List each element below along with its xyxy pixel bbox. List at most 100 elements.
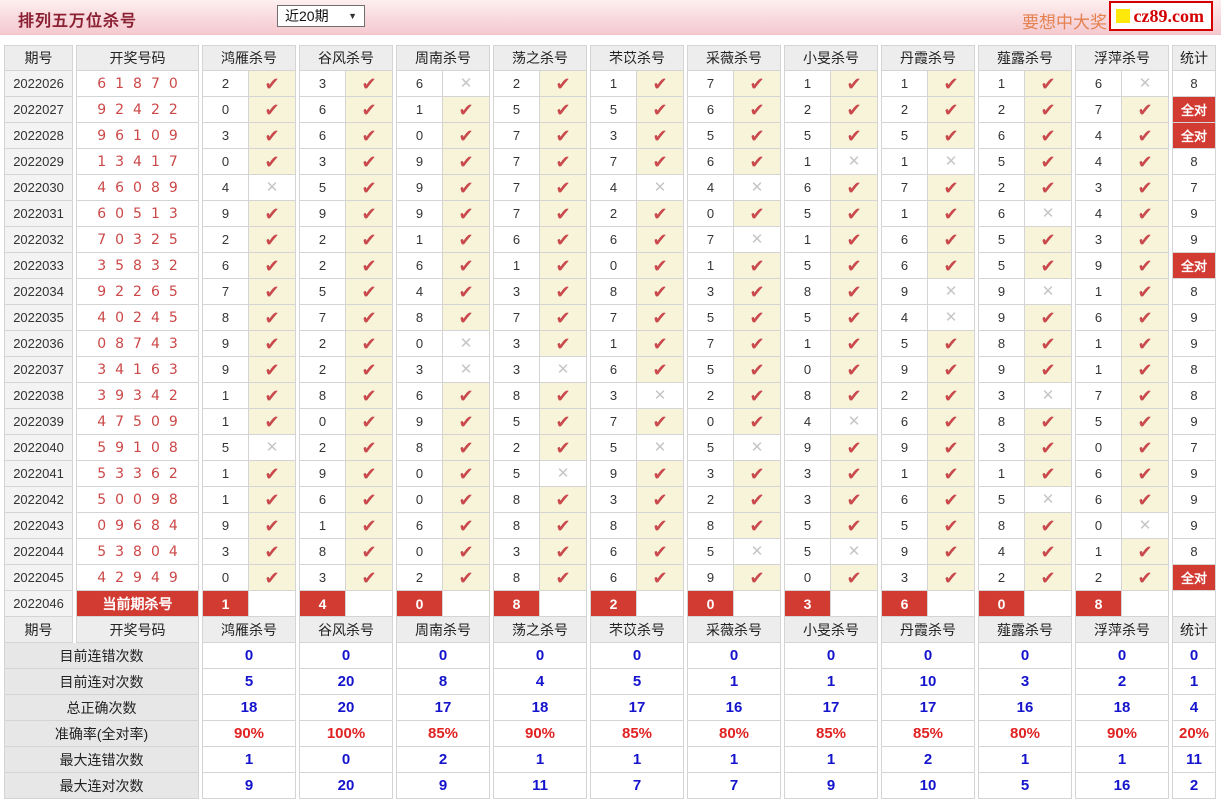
summary-value-cell: 16: [687, 695, 781, 721]
summary-row: 目前连错次数 0 0 0 0 0 0 0 0 0 0 0: [4, 643, 1216, 669]
cross-icon: ✕: [1138, 75, 1152, 92]
draw-numbers-cell: 40245: [76, 305, 199, 331]
kill-result-cell: ✔: [928, 227, 975, 253]
summary-label-cell: 准确率(全对率): [4, 721, 199, 747]
summary-label-cell: 最大连错次数: [4, 747, 199, 773]
kill-number-cell: 0: [396, 539, 443, 565]
draw-digits: 53804: [97, 543, 187, 560]
kill-number-cell: 8: [299, 383, 346, 409]
summary-value-cell: 11: [493, 773, 587, 799]
check-icon: ✔: [846, 359, 862, 380]
check-icon: ✔: [846, 255, 862, 276]
check-icon: ✔: [264, 515, 280, 536]
range-select[interactable]: 近20期 ▼: [277, 5, 365, 27]
kill-result-cell: ✕: [540, 357, 587, 383]
kill-number-cell: 5: [202, 435, 249, 461]
kill-result-cell: ✔: [831, 227, 878, 253]
check-icon: ✔: [361, 541, 377, 562]
check-icon: ✔: [1137, 437, 1153, 458]
kill-result-cell: ✔: [1122, 97, 1169, 123]
summary-value-cell: 0: [299, 747, 393, 773]
kill-number-cell: 2: [978, 175, 1025, 201]
kill-number-cell: 5: [784, 539, 831, 565]
kill-number-cell: 2: [881, 97, 928, 123]
kill-result-cell: ✔: [928, 71, 975, 97]
kill-result-cell: ✔: [831, 123, 878, 149]
draw-numbers-cell: 13417: [76, 149, 199, 175]
kill-result-cell: ✔: [1025, 175, 1072, 201]
kill-result-cell: ✕: [1122, 71, 1169, 97]
check-icon: ✔: [1137, 463, 1153, 484]
kill-number-cell: 9: [881, 539, 928, 565]
kill-result-cell: ✔: [637, 487, 684, 513]
kill-result-cell: ✔: [346, 565, 393, 591]
kill-number-cell: 3: [590, 123, 637, 149]
kill-number-cell: 7: [493, 305, 540, 331]
kill-number-cell: 1: [784, 149, 831, 175]
kill-result-cell: ✔: [637, 409, 684, 435]
kill-number-cell: 9: [396, 409, 443, 435]
check-icon: ✔: [1040, 359, 1056, 380]
kill-number-cell: 6: [590, 227, 637, 253]
summary-value-cell: 0: [784, 643, 878, 669]
kill-number-cell: 9: [881, 279, 928, 305]
check-icon: ✔: [361, 99, 377, 120]
kill-number-cell: 6: [978, 201, 1025, 227]
kill-number-cell: 0: [1075, 513, 1122, 539]
kill-number-cell: 8: [784, 383, 831, 409]
summary-stat-cell: 2: [1172, 773, 1216, 799]
check-icon: ✔: [458, 99, 474, 120]
kill-number-cell: 8: [978, 331, 1025, 357]
column-header-period: 期号: [4, 45, 73, 71]
kill-result-cell: ✕: [637, 383, 684, 409]
kill-number-cell: 3: [396, 357, 443, 383]
kill-result-cell: ✔: [1025, 253, 1072, 279]
check-icon: ✔: [943, 177, 959, 198]
check-icon: ✔: [458, 151, 474, 172]
check-icon: ✔: [1137, 307, 1153, 328]
cross-icon: ✕: [750, 179, 764, 196]
draw-digits: 34163: [97, 361, 187, 378]
kill-result-cell: ✔: [637, 539, 684, 565]
kill-result-cell: ✔: [928, 487, 975, 513]
period-cell: 2022031: [4, 201, 73, 227]
kill-result-cell: ✔: [443, 487, 490, 513]
kill-result-cell: ✔: [540, 487, 587, 513]
summary-value-cell: 5: [978, 773, 1072, 799]
period-cell: 2022030: [4, 175, 73, 201]
kill-result-cell: ✔: [1025, 513, 1072, 539]
column-header-stat: 统计: [1172, 617, 1216, 643]
summary-stat-cell: 4: [1172, 695, 1216, 721]
check-icon: ✔: [361, 281, 377, 302]
summary-value-cell: 8: [396, 669, 490, 695]
kill-number-cell: 7: [590, 305, 637, 331]
current-kill-number-cell: 3: [784, 591, 831, 617]
check-icon: ✔: [1137, 177, 1153, 198]
column-header-expert: 丹霞杀号: [881, 45, 975, 71]
kill-result-cell: ✔: [249, 513, 296, 539]
cross-icon: ✕: [1138, 517, 1152, 534]
check-icon: ✔: [1137, 229, 1153, 250]
kill-number-cell: 8: [493, 487, 540, 513]
kill-number-cell: 5: [687, 123, 734, 149]
kill-result-cell: ✔: [443, 409, 490, 435]
period-cell: 2022032: [4, 227, 73, 253]
kill-number-cell: 1: [202, 487, 249, 513]
table-row: 2022039 47509 1 ✔ 0 ✔ 9 ✔ 5 ✔ 7 ✔ 0 ✔ 4 ✕ 6 ✔ 8 ✔ 5 ✔ 9: [4, 409, 1216, 435]
current-kill-empty-cell: [443, 591, 490, 617]
check-icon: ✔: [846, 203, 862, 224]
kill-number-cell: 6: [687, 97, 734, 123]
summary-value-cell: 0: [978, 643, 1072, 669]
kill-result-cell: ✔: [540, 175, 587, 201]
kill-result-cell: ✔: [734, 409, 781, 435]
check-icon: ✔: [264, 567, 280, 588]
check-icon: ✔: [846, 489, 862, 510]
site-logo[interactable]: cz89.com: [1108, 1, 1213, 31]
kill-number-cell: 3: [978, 435, 1025, 461]
kill-result-cell: ✔: [928, 565, 975, 591]
kill-result-cell: ✔: [540, 513, 587, 539]
cross-icon: ✕: [750, 439, 764, 456]
kill-number-cell: 6: [1075, 487, 1122, 513]
kill-result-cell: ✔: [637, 565, 684, 591]
kill-number-cell: 6: [1075, 461, 1122, 487]
